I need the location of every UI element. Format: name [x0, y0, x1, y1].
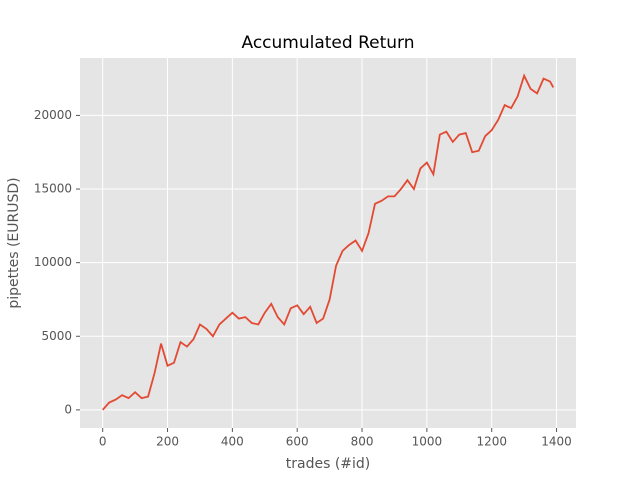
y-tick-label: 5000 [41, 329, 72, 343]
x-tick-label: 200 [156, 435, 179, 449]
x-tick-label: 1000 [412, 435, 443, 449]
x-tick-label: 1400 [541, 435, 572, 449]
x-tick-label: 800 [351, 435, 374, 449]
x-tick-label: 400 [221, 435, 244, 449]
x-tick-label: 0 [99, 435, 107, 449]
data-line [102, 73, 555, 411]
x-tick-label: 600 [286, 435, 309, 449]
chart-title: Accumulated Return [241, 33, 414, 53]
y-axis-label: pipettes (EURUSD) [6, 177, 22, 308]
y-tick-label: 0 [64, 402, 72, 416]
y-tick-label: 10000 [34, 255, 72, 269]
x-axis-label: trades (#id) [286, 456, 371, 472]
y-tick-label: 15000 [34, 182, 72, 196]
x-tick-label: 1200 [476, 435, 507, 449]
y-tick-label: 20000 [34, 108, 72, 122]
plot-area [80, 58, 576, 428]
